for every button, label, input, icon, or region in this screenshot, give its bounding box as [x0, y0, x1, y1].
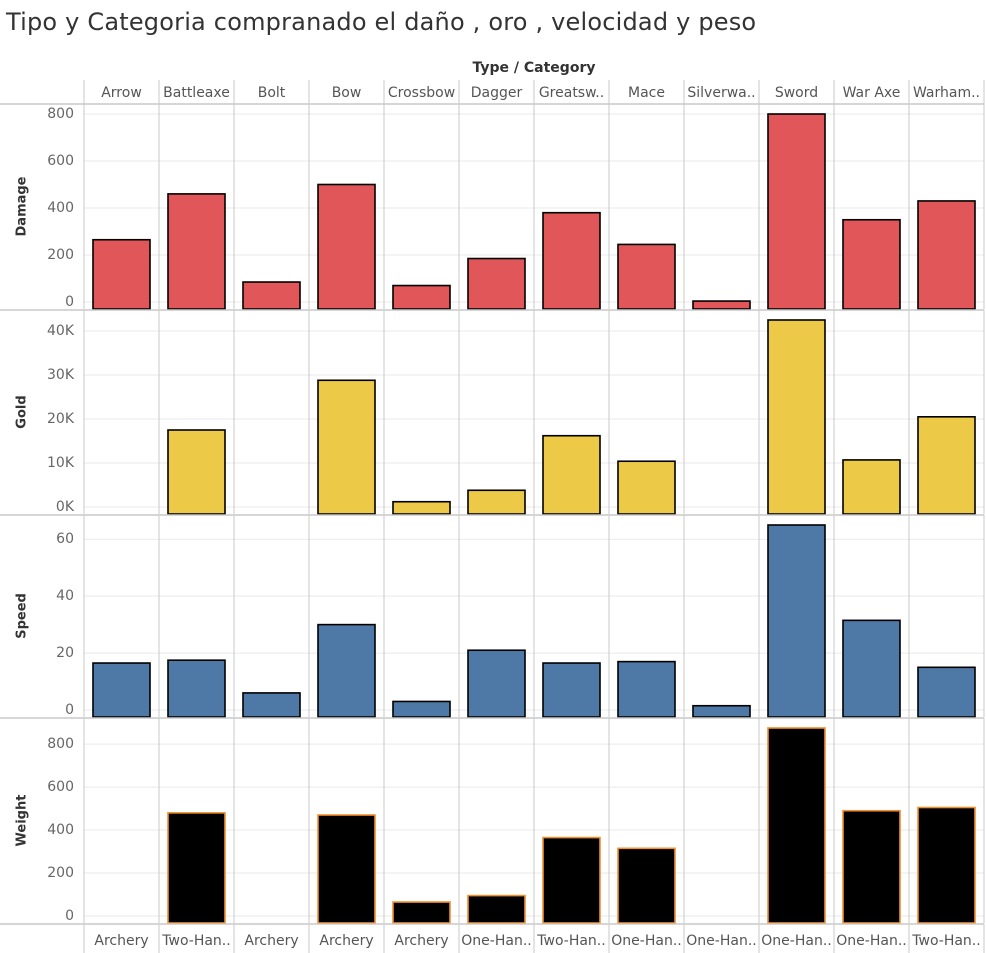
category-label: War Axe — [843, 85, 901, 101]
bar-damage-bolt[interactable] — [242, 281, 301, 310]
category-sub-label: One-Han.. — [461, 933, 531, 949]
y-tick-label: 800 — [47, 736, 74, 752]
category-label: Sword — [775, 85, 818, 101]
y-tick-label: 10K — [47, 455, 75, 471]
y-tick-label: 0 — [65, 702, 74, 718]
bar-speed-greatsw[interactable] — [542, 662, 601, 718]
y-tick-label: 200 — [47, 247, 74, 263]
bar-damage-mace[interactable] — [617, 243, 676, 310]
category-sub-label: Archery — [319, 933, 373, 949]
bar-weight-battleaxe[interactable] — [167, 812, 226, 924]
bar-weight-mace[interactable] — [617, 847, 676, 924]
y-tick-label: 400 — [47, 200, 74, 216]
category-sub-label: Two-Han.. — [161, 933, 230, 949]
bar-damage-bow[interactable] — [317, 183, 376, 310]
bar-speed-bolt[interactable] — [242, 692, 301, 718]
category-sub-label: One-Han.. — [836, 933, 906, 949]
bar-gold-crossbow[interactable] — [392, 500, 451, 515]
bar-speed-silverwa[interactable] — [692, 704, 751, 718]
y-tick-label: 800 — [47, 106, 74, 122]
bar-damage-greatsw[interactable] — [542, 211, 601, 310]
bar-damage-dagger[interactable] — [467, 257, 526, 310]
category-label: Arrow — [101, 85, 142, 101]
bar-gold-greatsw[interactable] — [542, 434, 601, 515]
y-tick-label: 0K — [56, 499, 75, 515]
measure-label: Speed — [15, 593, 30, 639]
category-sub-label: Two-Han.. — [536, 933, 605, 949]
measure-label: Weight — [15, 795, 30, 847]
bar-weight-dagger[interactable] — [467, 894, 526, 924]
y-tick-label: 200 — [47, 865, 74, 881]
bar-damage-crossbow[interactable] — [392, 284, 451, 310]
category-label: Crossbow — [388, 85, 455, 101]
bar-speed-waraxe[interactable] — [842, 619, 901, 718]
bar-speed-arrow[interactable] — [92, 662, 151, 718]
y-tick-label: 0 — [65, 908, 74, 924]
header-title: Type / Category — [473, 60, 596, 76]
category-sub-label: Archery — [244, 933, 298, 949]
y-tick-label: 0 — [65, 294, 74, 310]
category-sub-label: One-Han.. — [686, 933, 756, 949]
bar-gold-warham[interactable] — [917, 415, 976, 515]
y-tick-label: 40K — [47, 323, 75, 339]
category-label: Bolt — [258, 85, 286, 101]
bar-weight-warham[interactable] — [917, 806, 976, 924]
bar-gold-dagger[interactable] — [467, 489, 526, 515]
bar-gold-waraxe[interactable] — [842, 459, 901, 515]
bar-damage-silverwa[interactable] — [692, 300, 751, 310]
bar-weight-bow[interactable] — [317, 814, 376, 924]
y-tick-label: 600 — [47, 779, 74, 795]
bar-gold-battleaxe[interactable] — [167, 429, 226, 515]
category-label: Dagger — [471, 85, 523, 101]
category-sub-label: Two-Han.. — [911, 933, 980, 949]
category-label: Greatsw.. — [539, 85, 604, 101]
y-tick-label: 20K — [47, 411, 75, 427]
category-sub-label: Archery — [394, 933, 448, 949]
chart-title: Tipo y Categoria compranado el daño , or… — [6, 8, 757, 36]
category-label: Battleaxe — [163, 85, 230, 101]
bar-speed-crossbow[interactable] — [392, 700, 451, 718]
bar-speed-battleaxe[interactable] — [167, 659, 226, 718]
y-tick-label: 20 — [56, 645, 74, 661]
bar-damage-battleaxe[interactable] — [167, 193, 226, 310]
y-tick-label: 60 — [56, 531, 74, 547]
bar-gold-bow[interactable] — [317, 379, 376, 515]
y-tick-label: 400 — [47, 822, 74, 838]
bar-damage-arrow[interactable] — [92, 238, 151, 310]
y-tick-label: 600 — [47, 153, 74, 169]
bar-damage-warham[interactable] — [917, 200, 976, 310]
bar-damage-waraxe[interactable] — [842, 218, 901, 310]
category-sub-label: One-Han.. — [611, 933, 681, 949]
bar-weight-waraxe[interactable] — [842, 809, 901, 924]
measure-label: Damage — [15, 176, 30, 236]
bar-speed-mace[interactable] — [617, 660, 676, 718]
category-sub-label: Archery — [94, 933, 148, 949]
category-label: Bow — [332, 85, 362, 101]
measure-label: Gold — [15, 395, 30, 428]
bar-speed-sword[interactable] — [767, 524, 826, 718]
bar-damage-sword[interactable] — [767, 113, 826, 310]
category-label: Mace — [628, 85, 665, 101]
bar-weight-crossbow[interactable] — [392, 901, 451, 924]
category-label: Silverwa.. — [687, 85, 755, 101]
y-tick-label: 30K — [47, 367, 75, 383]
category-label: Warham.. — [913, 85, 980, 101]
bar-speed-dagger[interactable] — [467, 649, 526, 718]
bar-gold-mace[interactable] — [617, 460, 676, 515]
bar-speed-bow[interactable] — [317, 623, 376, 718]
bar-gold-sword[interactable] — [767, 319, 826, 515]
y-tick-label: 40 — [56, 588, 74, 604]
bar-weight-greatsw[interactable] — [542, 836, 601, 924]
bar-weight-sword[interactable] — [767, 727, 826, 924]
category-sub-label: One-Han.. — [761, 933, 831, 949]
bar-speed-warham[interactable] — [917, 666, 976, 718]
